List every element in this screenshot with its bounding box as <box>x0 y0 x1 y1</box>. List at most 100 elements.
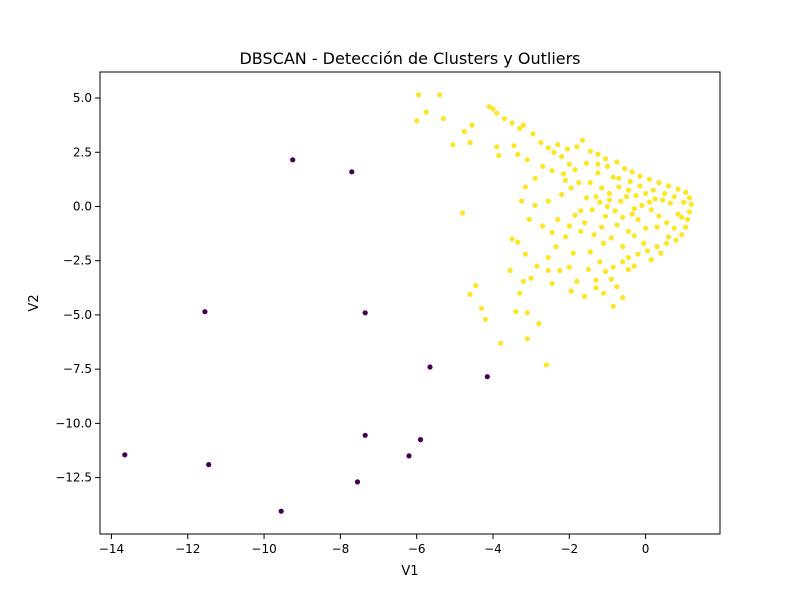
cluster-point-29 <box>515 151 521 157</box>
cluster-point-23 <box>501 116 507 122</box>
cluster-point-0 <box>416 92 422 98</box>
outlier-point-9 <box>406 453 412 459</box>
cluster-point-88 <box>597 259 603 265</box>
cluster-point-26 <box>511 143 517 149</box>
cluster-point-70 <box>549 229 555 236</box>
cluster-point-58 <box>522 251 529 257</box>
cluster-point-30 <box>524 157 530 163</box>
cluster-point-47 <box>566 161 572 167</box>
cluster-point-148 <box>637 183 643 189</box>
cluster-point-68 <box>553 244 559 250</box>
cluster-point-32 <box>530 131 536 137</box>
cluster-point-146 <box>662 190 668 197</box>
cluster-point-85 <box>582 293 588 300</box>
cluster-point-91 <box>591 232 597 238</box>
cluster-point-154 <box>599 224 605 230</box>
cluster-point-4 <box>440 116 446 122</box>
y-tick-label: −2.5 <box>63 254 92 268</box>
cluster-point-72 <box>555 216 561 223</box>
outlier-point-8 <box>362 432 368 438</box>
cluster-point-1 <box>437 92 443 98</box>
cluster-point-75 <box>568 185 574 191</box>
y-axis-ticks: 5.0 2.5 0.0 −2.5 −5.0 −7.5 −10.0 −12.5 <box>55 91 100 485</box>
cluster-point-66 <box>557 267 563 274</box>
cluster-point-113 <box>673 237 679 243</box>
cluster-point-86 <box>593 277 599 283</box>
cluster-point-164 <box>671 194 677 200</box>
cluster-point-178 <box>652 196 658 202</box>
cluster-point-107 <box>686 195 693 201</box>
cluster-point-12 <box>478 305 485 311</box>
cluster-point-101 <box>637 173 643 179</box>
cluster-point-57 <box>515 239 521 245</box>
axes-frame <box>99 71 721 535</box>
cluster-point-45 <box>583 160 590 166</box>
cluster-point-99 <box>622 165 628 172</box>
outlier-point-5 <box>349 169 355 175</box>
cluster-point-128 <box>631 263 637 269</box>
cluster-point-176 <box>633 193 639 199</box>
cluster-point-152 <box>593 194 599 200</box>
cluster-point-133 <box>665 234 672 240</box>
cluster-point-102 <box>646 176 653 182</box>
cluster-point-170 <box>612 208 618 214</box>
cluster-point-87 <box>585 266 592 272</box>
cluster-point-132 <box>641 240 647 246</box>
cluster-point-100 <box>629 169 635 175</box>
cluster-point-98 <box>614 159 620 165</box>
cluster-point-63 <box>534 263 540 269</box>
cluster-point-117 <box>635 251 641 257</box>
cluster-point-17 <box>536 321 542 327</box>
outlier-point-0 <box>122 452 128 458</box>
cluster-point-76 <box>562 177 569 184</box>
y-tick-label: 2.5 <box>73 145 92 159</box>
cluster-point-46 <box>572 167 578 173</box>
cluster-point-159 <box>654 224 660 230</box>
cluster-point-155 <box>608 235 614 241</box>
outlier-point-10 <box>417 437 424 443</box>
cluster-point-161 <box>671 225 677 231</box>
cluster-point-157 <box>631 233 637 239</box>
x-tick-label: 0 <box>642 542 650 556</box>
cluster-point-50 <box>540 163 546 169</box>
cluster-point-19 <box>513 309 519 315</box>
cluster-point-114 <box>664 240 670 246</box>
cluster-point-151 <box>599 185 605 191</box>
x-tick-label: −6 <box>408 542 426 556</box>
y-tick-label: 0.0 <box>73 199 92 213</box>
cluster-point-74 <box>559 191 565 198</box>
cluster-point-104 <box>665 183 672 189</box>
cluster-point-143 <box>656 213 662 219</box>
cluster-point-78 <box>572 212 578 218</box>
cluster-point-10 <box>467 291 473 297</box>
cluster-point-106 <box>683 189 689 195</box>
cluster-point-140 <box>625 228 632 234</box>
cluster-point-169 <box>620 214 626 220</box>
cluster-point-120 <box>610 264 616 270</box>
y-tick-label: −5.0 <box>63 308 92 322</box>
cluster-point-112 <box>679 232 685 238</box>
cluster-point-71 <box>540 223 546 229</box>
cluster-point-8 <box>467 139 473 146</box>
x-tick-label: −14 <box>99 542 124 556</box>
cluster-point-18 <box>524 310 530 316</box>
outlier-point-6 <box>354 479 361 485</box>
x-tick-label: −12 <box>175 542 200 556</box>
cluster-point-35 <box>551 149 557 155</box>
cluster-point-73 <box>545 198 551 204</box>
y-tick-label: −10.0 <box>55 416 92 430</box>
cluster-point-179 <box>616 175 622 181</box>
cluster-point-62 <box>528 275 534 281</box>
cluster-point-108 <box>688 201 695 207</box>
y-tick-label: −12.5 <box>55 471 92 485</box>
cluster-point-147 <box>650 187 656 193</box>
cluster-point-33 <box>538 139 544 146</box>
outlier-point-12 <box>484 374 490 380</box>
cluster-point-55 <box>526 216 532 223</box>
outlier-point-11 <box>427 364 433 370</box>
chart-title: DBSCAN - Detección de Clusters y Outlier… <box>239 49 580 68</box>
cluster-point-77 <box>576 180 582 186</box>
outlier-point-7 <box>362 310 368 316</box>
cluster-point-54 <box>532 202 538 208</box>
